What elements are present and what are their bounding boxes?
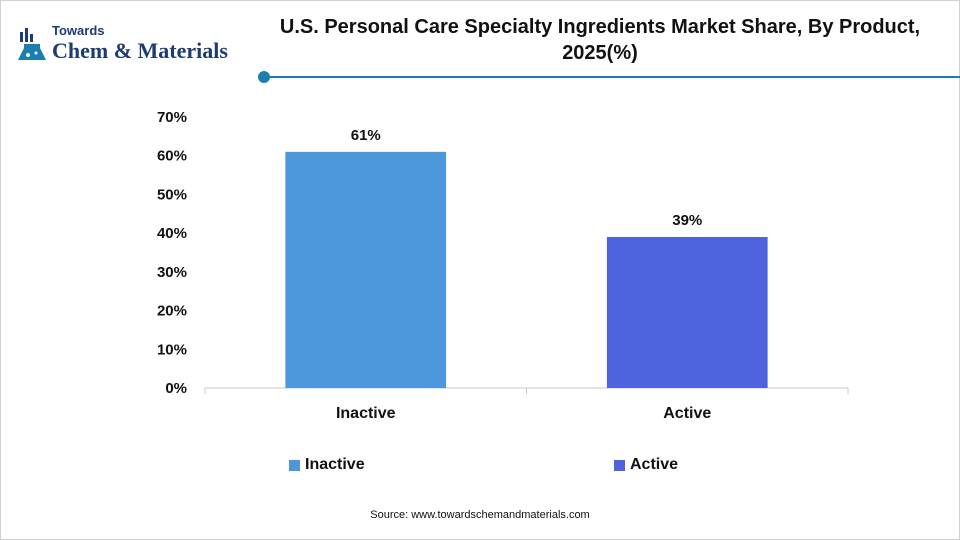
data-label: 61% (351, 127, 381, 144)
flask-icon (18, 28, 46, 60)
brand-logo: Towards Chem & Materials (16, 22, 256, 68)
source-note: Source: www.towardschemandmaterials.com (370, 509, 590, 521)
y-tick-label: 40% (157, 225, 187, 242)
y-tick-label: 30% (157, 264, 187, 281)
brand-big-text: Chem & Materials (52, 38, 228, 63)
chart-title: U.S. Personal Care Specialty Ingredients… (279, 16, 921, 64)
title-rule-dot (258, 71, 270, 83)
legend-item: Active (614, 456, 678, 474)
title-rule-line (266, 76, 960, 78)
x-category-label: Active (663, 405, 711, 422)
y-tick-label: 60% (157, 148, 187, 165)
legend-swatch (289, 459, 300, 471)
chart-legend: Inactive Active (0, 456, 960, 476)
legend-label: Active (630, 456, 679, 473)
legend-label: Inactive (305, 456, 365, 473)
brand-small-text: Towards (52, 23, 105, 38)
y-tick-label: 0% (165, 380, 187, 397)
x-category-label: Inactive (336, 405, 396, 422)
bar-active (606, 237, 768, 388)
legend-swatch (614, 459, 625, 471)
legend-item: Inactive (289, 456, 365, 474)
y-tick-label: 50% (157, 186, 187, 203)
bar-inactive (285, 151, 447, 388)
y-tick-label: 10% (157, 341, 187, 358)
data-label: 39% (672, 212, 702, 229)
y-tick-label: 70% (157, 109, 187, 126)
y-tick-label: 20% (157, 303, 187, 320)
